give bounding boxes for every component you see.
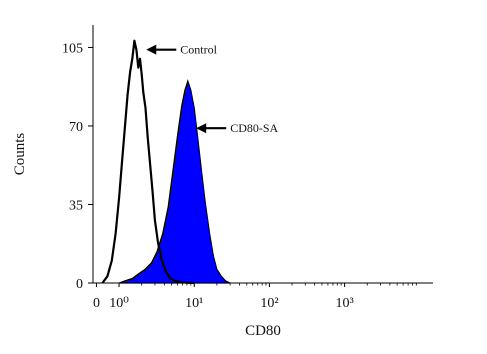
annotation-label-control: Control bbox=[180, 43, 217, 57]
x-tick-label: 10⁰ bbox=[109, 296, 129, 311]
series-control-line bbox=[101, 39, 195, 285]
x-tick-label: 10² bbox=[260, 296, 278, 311]
y-axis-label: Counts bbox=[12, 133, 28, 176]
x-axis-label: CD80 bbox=[245, 323, 281, 339]
annotation-layer: Control CD80-SA bbox=[146, 43, 279, 135]
x-tick-label: 0 bbox=[93, 296, 100, 311]
ticks-layer: 0 35 70 105 0 10⁰ 10¹ 10² 10³ bbox=[62, 41, 417, 311]
annotation-arrowhead-control bbox=[146, 44, 157, 55]
series-cd80-sa-area bbox=[118, 79, 231, 284]
axes-layer bbox=[92, 25, 433, 284]
y-tick-label: 35 bbox=[69, 198, 83, 213]
y-tick-label: 70 bbox=[69, 120, 83, 135]
y-tick-label: 0 bbox=[76, 277, 83, 292]
x-tick-label: 10³ bbox=[335, 296, 353, 311]
plot-layer bbox=[101, 39, 231, 285]
y-tick-label: 105 bbox=[62, 41, 83, 56]
x-tick-label: 10¹ bbox=[185, 296, 203, 311]
annotation-label-cd80-sa: CD80-SA bbox=[230, 121, 278, 135]
annotation-arrowhead-cd80-sa bbox=[196, 123, 207, 134]
